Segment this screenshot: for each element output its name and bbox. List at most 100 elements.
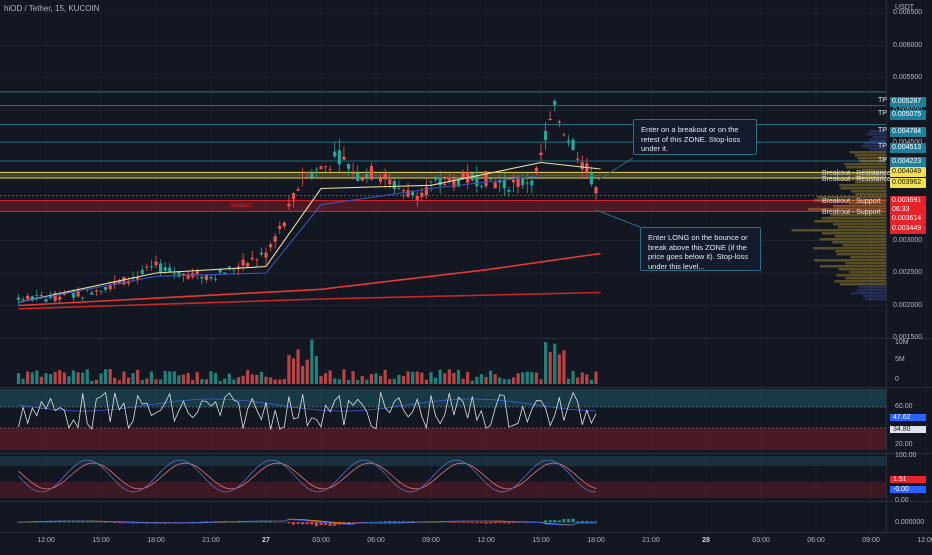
- price-tick-label: 0.006000: [893, 41, 923, 49]
- volume-bar: [557, 354, 561, 384]
- stoch-upper-band: [0, 456, 886, 466]
- volume-bar: [447, 369, 451, 384]
- volume-profile-bar: [863, 142, 886, 145]
- pane-bg-4: [0, 502, 886, 532]
- macd-histogram-bar: [548, 520, 552, 523]
- volume-profile-bar: [861, 145, 886, 148]
- candle-body: [21, 299, 25, 301]
- macd-histogram-bar: [562, 518, 566, 523]
- volume-tick-label: 5M: [895, 356, 905, 363]
- volume-bar: [429, 372, 433, 384]
- volume-bar: [525, 371, 529, 384]
- macd-histogram-bar: [90, 521, 94, 523]
- candle-body: [268, 244, 273, 248]
- volume-bar: [227, 373, 231, 384]
- volume-profile-bar: [855, 193, 886, 196]
- price-tick-label: 0.006500: [893, 9, 923, 16]
- volume-bar: [273, 379, 277, 384]
- volume-bar: [521, 372, 525, 384]
- macd-histogram-bar: [296, 522, 300, 524]
- volume-bar: [438, 369, 442, 384]
- breakout-resistance-label: Breakout - Resistance: [822, 176, 891, 183]
- macd-histogram-bar: [191, 521, 195, 523]
- macd-histogram-bar: [177, 522, 181, 523]
- candle-body: [401, 190, 406, 192]
- note-support-zone[interactable]: Enter LONG on the bounce or break above …: [640, 227, 761, 271]
- volume-profile-bar: [858, 286, 886, 289]
- macd-histogram-bar: [168, 522, 172, 523]
- time-tick-label: 12:00: [917, 537, 932, 544]
- volume-profile-bar: [840, 187, 886, 190]
- candle-body: [374, 177, 378, 179]
- moving-average-line: [18, 174, 601, 303]
- volume-profile-bar: [854, 175, 886, 178]
- macd-histogram-bar: [388, 521, 392, 523]
- rsi-value-tag: 34.80: [890, 426, 926, 433]
- macd-histogram-bar: [108, 521, 112, 523]
- rsi-oversold-band: [0, 428, 886, 450]
- candle-body: [566, 140, 571, 143]
- macd-histogram-bar: [438, 521, 442, 523]
- price-tag: 0.004784: [890, 127, 926, 137]
- volume-bar: [562, 350, 566, 384]
- price-tick-label: 0.004500: [893, 139, 922, 146]
- candle-body: [163, 267, 167, 271]
- candle-body: [498, 180, 502, 183]
- macd-histogram-bar: [470, 522, 474, 523]
- candle-body: [218, 269, 222, 273]
- volume-bar: [493, 374, 497, 384]
- candle-body: [35, 295, 39, 296]
- tp-label: TP: [878, 157, 887, 164]
- stoch-d-line: [18, 462, 597, 490]
- candle-body: [255, 259, 259, 261]
- macd-histogram-bar: [369, 521, 374, 523]
- price-tag: 0.004513: [890, 143, 926, 153]
- time-tick-label: 12:00: [37, 537, 55, 544]
- volume-bar: [502, 379, 506, 384]
- candle-body: [213, 278, 218, 280]
- candle-body: [479, 186, 484, 187]
- volume-bar: [168, 371, 172, 384]
- volume-profile-bar: [814, 259, 886, 262]
- candle-body: [553, 100, 557, 105]
- volume-bar: [342, 369, 346, 384]
- note-resistance-text: Enter on a breakout or on the retest of …: [641, 125, 741, 154]
- macd-histogram-bar: [99, 521, 103, 523]
- candle-body: [291, 193, 296, 200]
- macd-histogram-bar: [571, 518, 575, 523]
- candle-body: [351, 172, 355, 174]
- candle-body: [543, 130, 548, 141]
- candle-body: [172, 273, 176, 275]
- candle-body: [39, 294, 44, 296]
- macd-histogram-bar: [67, 521, 71, 523]
- volume-bar: [149, 371, 154, 384]
- candle-body: [26, 295, 30, 299]
- volume-bar: [30, 372, 34, 384]
- macd-histogram-bar: [360, 522, 364, 523]
- volume-bar: [117, 380, 121, 384]
- breakout-support-label: Breakout - Support: [822, 209, 881, 216]
- candle-body: [296, 189, 300, 191]
- volume-bar: [126, 377, 131, 384]
- macd-histogram-bar: [484, 522, 488, 524]
- candle-body: [145, 266, 149, 268]
- macd-histogram-bar: [585, 520, 589, 523]
- volume-bar: [113, 377, 117, 384]
- macd-histogram-bar: [475, 522, 479, 524]
- macd-histogram-bar: [461, 522, 465, 524]
- candle-body: [209, 277, 213, 279]
- volume-bar: [360, 375, 364, 384]
- note-resistance-zone[interactable]: Enter on a breakout or on the retest of …: [633, 119, 757, 155]
- macd-histogram-bar: [525, 522, 529, 524]
- macd-histogram-bar: [346, 522, 351, 525]
- time-tick-label: 03:00: [312, 537, 330, 544]
- volume-bar: [484, 376, 488, 384]
- moving-average-line: [18, 252, 601, 307]
- volume-bar: [333, 378, 337, 384]
- volume-profile-bar: [842, 211, 886, 214]
- volume-profile-bar: [807, 208, 886, 211]
- pane-bg-1: [0, 339, 886, 386]
- candle-body: [415, 195, 419, 200]
